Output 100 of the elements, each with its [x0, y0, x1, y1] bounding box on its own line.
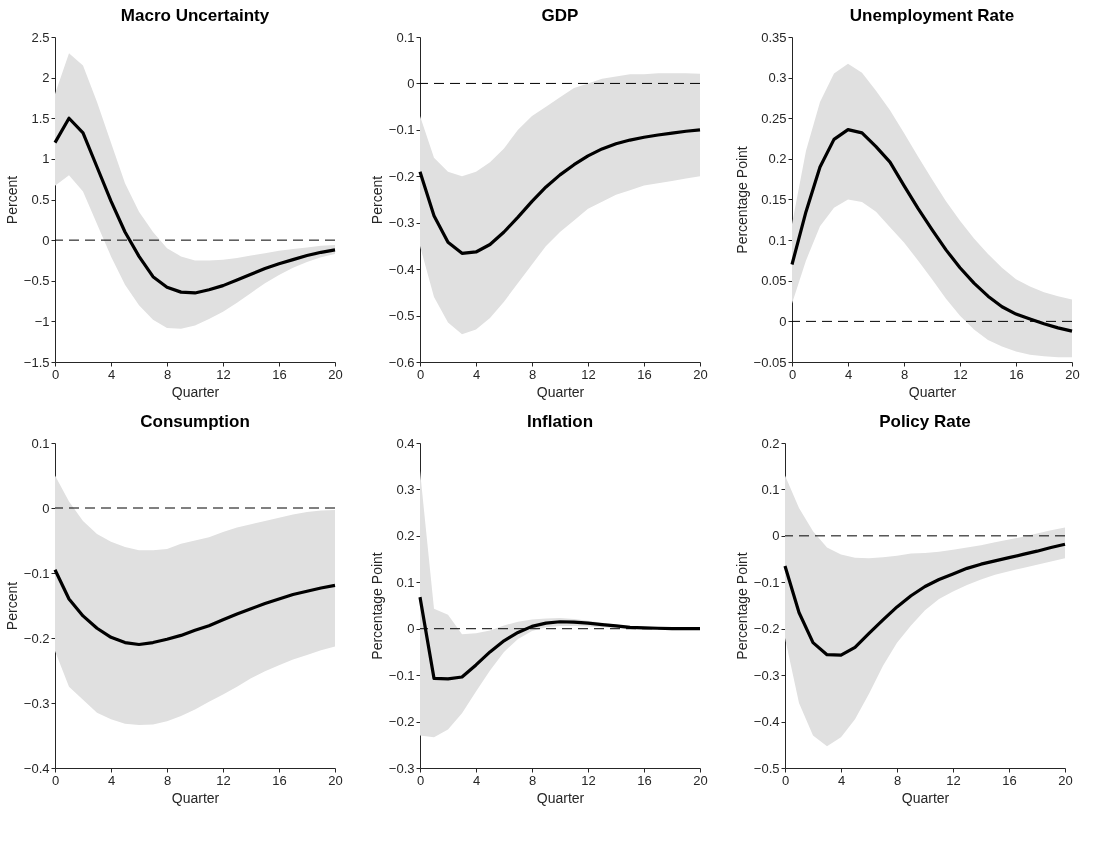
- x-axis-title: Quarter: [901, 789, 950, 806]
- x-tick-label: 8: [163, 366, 172, 382]
- chart-title: Macro Uncertainty: [120, 6, 270, 25]
- y-tick-label: −1.5: [23, 354, 50, 370]
- y-tick-label: 0.1: [396, 29, 415, 45]
- y-tick-label: 0.1: [761, 481, 780, 497]
- x-tick-label: 20: [1058, 772, 1073, 788]
- chart-title: GDP: [541, 6, 579, 25]
- y-tick-label: 0.3: [768, 70, 787, 86]
- y-tick-label: 0.25: [761, 110, 787, 126]
- x-tick-label: 4: [107, 366, 116, 382]
- x-tick-label: 4: [472, 772, 481, 788]
- y-tick-label: −0.5: [23, 273, 50, 289]
- y-tick-label: 0: [772, 528, 780, 544]
- y-tick-label: 0: [779, 313, 787, 329]
- x-tick-label: 16: [637, 772, 652, 788]
- y-tick-label: 0.35: [761, 29, 787, 45]
- x-tick-label: 16: [1009, 366, 1024, 382]
- y-tick-label: −0.2: [753, 621, 780, 637]
- x-tick-label: 4: [472, 366, 481, 382]
- x-tick-label: 20: [1065, 366, 1080, 382]
- y-axis-title: Percent: [3, 581, 20, 631]
- y-tick-label: −0.6: [388, 354, 415, 370]
- y-tick-label: 0: [407, 75, 415, 91]
- y-tick-label: −0.1: [23, 565, 50, 581]
- x-axis-title: Quarter: [536, 383, 585, 400]
- x-tick-label: 16: [272, 366, 287, 382]
- y-tick-label: 0.4: [396, 435, 415, 451]
- y-tick-label: −0.1: [388, 667, 415, 683]
- y-tick-label: 1.5: [31, 110, 50, 126]
- x-tick-label: 16: [1002, 772, 1017, 788]
- x-tick-label: 8: [528, 366, 537, 382]
- y-tick-label: 0: [407, 621, 415, 637]
- x-tick-label: 16: [637, 366, 652, 382]
- x-axis-title: Quarter: [536, 789, 585, 806]
- y-axis-title: Percentage Point: [733, 552, 750, 660]
- x-tick-label: 16: [272, 772, 287, 788]
- x-axis-title: Quarter: [171, 383, 220, 400]
- x-tick-label: 20: [693, 366, 708, 382]
- x-tick-label: 8: [528, 772, 537, 788]
- y-tick-label: −0.4: [388, 261, 415, 277]
- y-axis-title: Percentage Point: [733, 146, 750, 254]
- y-tick-label: −0.1: [388, 122, 415, 138]
- chart-title: Policy Rate: [879, 412, 971, 431]
- y-tick-label: −0.2: [388, 714, 415, 730]
- x-tick-label: 4: [837, 772, 846, 788]
- y-tick-label: −0.5: [753, 760, 780, 776]
- x-tick-label: 20: [693, 772, 708, 788]
- x-tick-label: 12: [946, 772, 961, 788]
- y-tick-label: 0.2: [761, 435, 780, 451]
- x-tick-label: 8: [893, 772, 902, 788]
- y-tick-label: 2: [42, 70, 50, 86]
- y-tick-label: 0: [42, 232, 50, 248]
- y-axis-title: Percentage Point: [368, 552, 385, 660]
- y-tick-label: −0.3: [23, 695, 50, 711]
- chart-title: Consumption: [140, 412, 250, 431]
- y-tick-label: −0.3: [388, 760, 415, 776]
- y-tick-label: −0.3: [388, 215, 415, 231]
- y-axis-title: Percent: [368, 175, 385, 225]
- y-tick-label: −1: [34, 313, 50, 329]
- x-tick-label: 12: [953, 366, 968, 382]
- x-axis-title: Quarter: [171, 789, 220, 806]
- x-tick-label: 8: [900, 366, 909, 382]
- x-tick-label: 12: [216, 772, 231, 788]
- line-series: [53, 116, 337, 295]
- y-tick-label: 0: [42, 500, 50, 516]
- y-tick-label: −0.1: [753, 574, 780, 590]
- x-tick-label: 12: [581, 772, 596, 788]
- x-tick-label: 20: [328, 772, 343, 788]
- y-tick-label: 0.05: [761, 273, 787, 289]
- line-series: [790, 128, 1074, 333]
- y-tick-label: −0.3: [753, 667, 780, 683]
- y-tick-label: 1: [42, 151, 50, 167]
- x-axis-title: Quarter: [908, 383, 957, 400]
- line-series: [783, 542, 1067, 657]
- x-tick-label: 12: [216, 366, 231, 382]
- y-tick-label: −0.4: [753, 714, 780, 730]
- line-series: [418, 128, 702, 255]
- x-tick-label: 0: [788, 366, 797, 382]
- y-tick-label: −0.05: [753, 354, 787, 370]
- x-tick-label: 4: [844, 366, 853, 382]
- y-tick-label: 0.1: [768, 232, 787, 248]
- x-tick-label: 20: [328, 366, 343, 382]
- x-tick-label: 8: [163, 772, 172, 788]
- y-tick-label: 0.3: [396, 481, 415, 497]
- y-tick-label: 0.5: [31, 192, 50, 207]
- y-tick-label: 0.15: [761, 192, 787, 207]
- y-tick-label: 2.5: [31, 29, 50, 45]
- x-tick-label: 4: [107, 772, 116, 788]
- y-tick-label: −0.2: [388, 168, 415, 184]
- chart-title: Inflation: [526, 412, 594, 431]
- x-tick-label: 12: [581, 366, 596, 382]
- line-series: [53, 568, 337, 647]
- y-tick-label: −0.4: [23, 760, 50, 776]
- y-tick-label: −0.2: [23, 630, 50, 646]
- y-tick-label: 0.2: [768, 151, 787, 167]
- y-tick-label: 0.1: [31, 435, 50, 451]
- y-tick-label: −0.5: [388, 308, 415, 324]
- y-axis-title: Percent: [3, 175, 20, 225]
- y-tick-label: 0.2: [396, 528, 415, 544]
